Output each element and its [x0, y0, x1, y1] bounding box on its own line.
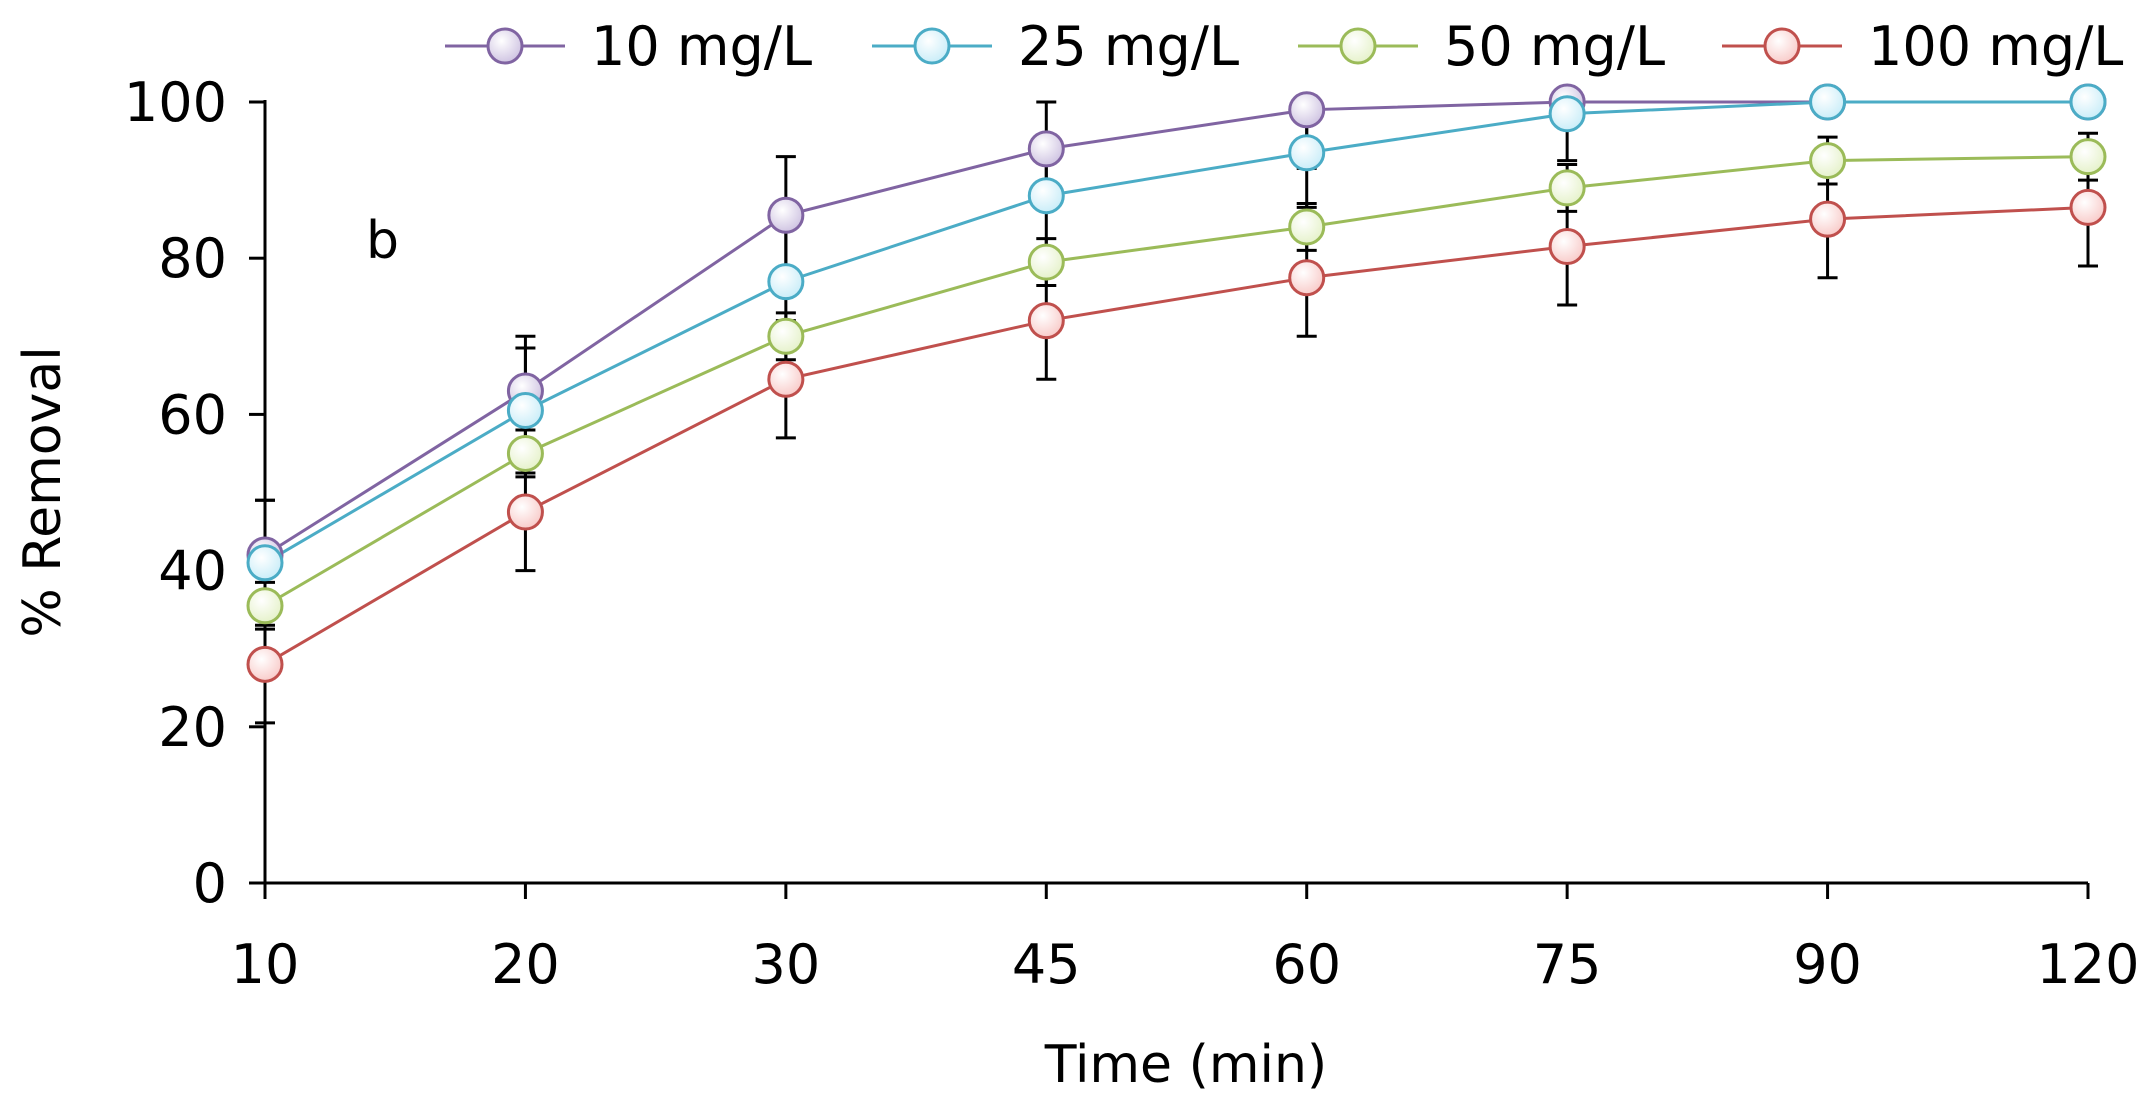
data-point: [246, 587, 284, 625]
data-point: [2069, 138, 2107, 176]
data-point: [1809, 83, 1847, 121]
data-point: [1809, 200, 1847, 238]
data-point: [246, 645, 284, 683]
x-tick-label: 60: [1272, 933, 1341, 996]
x-tick-label: 10: [231, 933, 300, 996]
y-tick-label: 100: [124, 71, 227, 134]
x-tick-label: 30: [751, 933, 820, 996]
legend-label: 50 mg/L: [1444, 15, 1665, 78]
data-point: [767, 263, 805, 301]
data-point: [506, 434, 544, 472]
legend-label: 100 mg/L: [1868, 15, 2123, 78]
legend-marker: [913, 27, 951, 65]
series-line: [264, 205, 2089, 666]
y-axis-title: % Removal: [13, 346, 73, 637]
x-axis-title: Time (min): [1044, 1035, 1327, 1095]
data-point: [767, 360, 805, 398]
legend-label: 10 mg/L: [591, 15, 812, 78]
data-point: [1809, 142, 1847, 180]
data-point: [767, 317, 805, 355]
y-tick-label: 40: [158, 540, 227, 603]
data-point: [1027, 177, 1065, 215]
data-point: [1288, 91, 1326, 129]
legend-marker: [486, 27, 524, 65]
series-points-group: [246, 83, 2107, 683]
x-tick-label: 20: [491, 933, 560, 996]
legend-marker: [1763, 27, 1801, 65]
series-line: [264, 100, 2088, 557]
series-line: [264, 100, 2088, 565]
legend-label: 25 mg/L: [1018, 15, 1239, 78]
x-tick-label: 45: [1012, 933, 1081, 996]
x-tick-label: 75: [1533, 933, 1602, 996]
data-point: [506, 391, 544, 429]
data-point: [1288, 259, 1326, 297]
data-point: [1027, 302, 1065, 340]
data-point: [2069, 83, 2107, 121]
data-point: [1027, 130, 1065, 168]
x-tick-label: 90: [1793, 933, 1862, 996]
axes-group: 0 20 40 60 80 100 10 20 30 45 60 75 90 120: [124, 71, 2140, 996]
legend: 10 mg/L 25 mg/L 50 mg/L 100 mg/L: [445, 15, 2123, 78]
data-point: [1288, 208, 1326, 246]
data-point: [2069, 188, 2107, 226]
series-line: [264, 155, 2089, 608]
y-tick-label: 0: [193, 852, 227, 915]
data-point: [1548, 227, 1586, 265]
data-point: [1548, 169, 1586, 207]
data-point: [767, 196, 805, 234]
data-point: [1288, 134, 1326, 172]
data-point: [1548, 95, 1586, 133]
y-tick-label: 20: [158, 696, 227, 759]
y-tick-label: 80: [158, 227, 227, 290]
data-point: [246, 544, 284, 582]
panel-label: b: [366, 211, 399, 271]
legend-marker: [1339, 27, 1377, 65]
series-lines-group: [264, 100, 2089, 666]
data-point: [1027, 243, 1065, 281]
data-point: [506, 493, 544, 531]
x-tick-label: 120: [2036, 933, 2139, 996]
y-tick-label: 60: [158, 383, 227, 446]
